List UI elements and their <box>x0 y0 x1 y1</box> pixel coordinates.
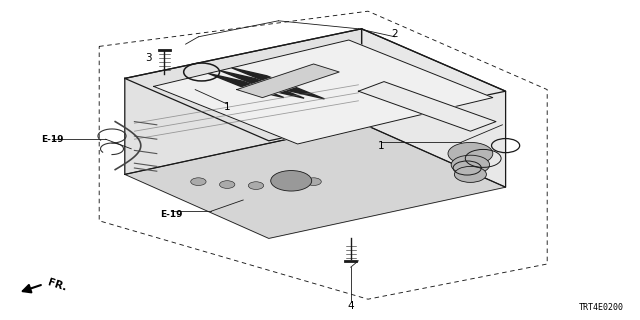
Text: 4: 4 <box>348 300 354 311</box>
Circle shape <box>454 166 486 182</box>
Circle shape <box>271 171 312 191</box>
Polygon shape <box>232 68 324 99</box>
Polygon shape <box>362 29 506 187</box>
Text: 2: 2 <box>392 28 398 39</box>
Circle shape <box>248 182 264 189</box>
Circle shape <box>220 181 235 188</box>
Text: 1: 1 <box>224 102 230 112</box>
Circle shape <box>448 142 493 165</box>
Circle shape <box>277 181 292 188</box>
Text: E-19: E-19 <box>41 135 64 144</box>
Polygon shape <box>154 40 493 144</box>
Polygon shape <box>208 73 284 98</box>
Text: TRT4E0200: TRT4E0200 <box>579 303 624 312</box>
Polygon shape <box>358 82 496 131</box>
Circle shape <box>191 178 206 186</box>
Circle shape <box>451 155 490 174</box>
Polygon shape <box>125 29 362 174</box>
Polygon shape <box>220 71 304 98</box>
Circle shape <box>306 178 321 186</box>
Text: 1: 1 <box>378 140 384 151</box>
Polygon shape <box>125 123 506 238</box>
Text: 3: 3 <box>145 52 152 63</box>
Text: E-19: E-19 <box>159 210 182 219</box>
Polygon shape <box>237 64 339 98</box>
Text: FR.: FR. <box>46 278 68 293</box>
Polygon shape <box>125 29 506 141</box>
